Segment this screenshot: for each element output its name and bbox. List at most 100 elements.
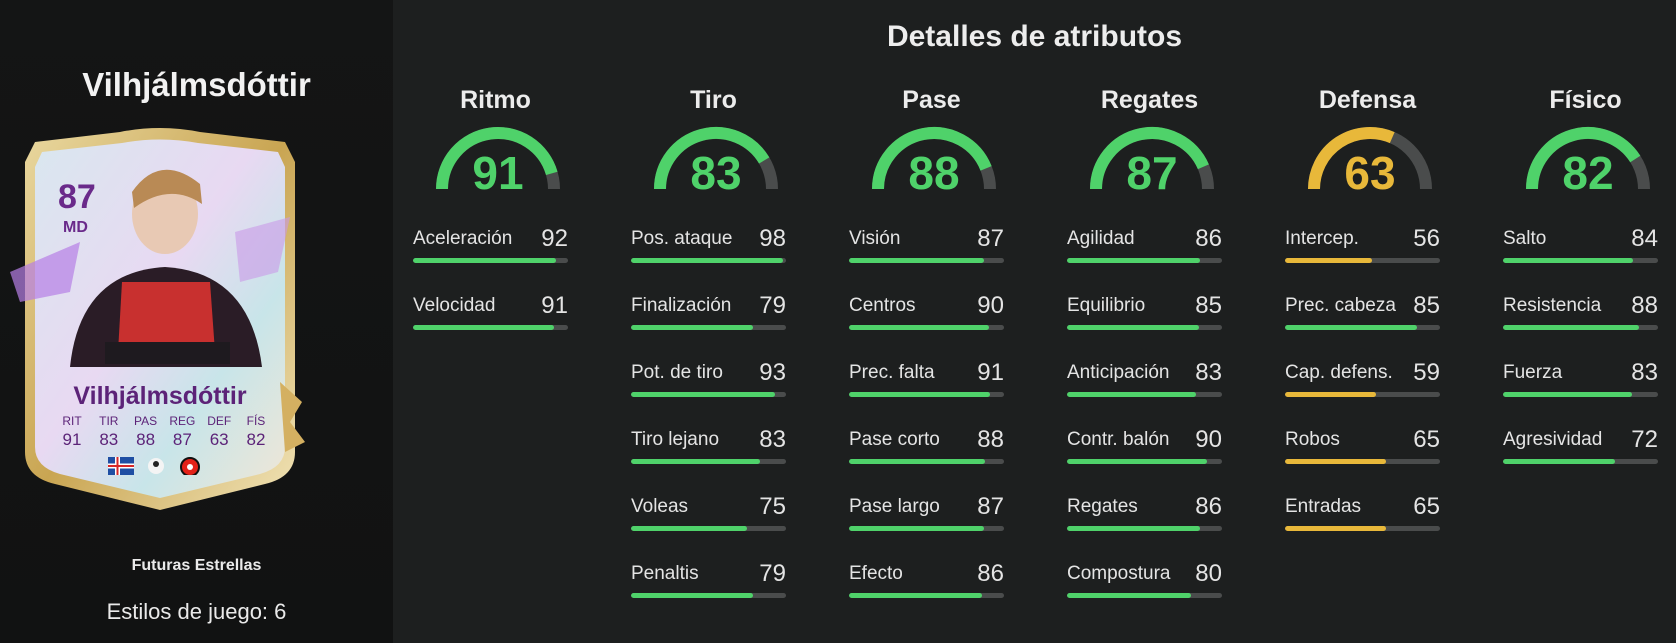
card-stat-label: TIR xyxy=(99,414,119,428)
category-regates: Regates 87 Agilidad 86 Equilibrio 85 Anticipac… xyxy=(1067,86,1237,630)
gauge-arc xyxy=(872,127,996,190)
gauge-fill xyxy=(872,127,992,190)
attribute-label: Prec. cabeza xyxy=(1285,295,1396,316)
attribute-bar-fill xyxy=(849,325,989,330)
attribute-bar xyxy=(849,526,1004,531)
attribute-bar xyxy=(1285,258,1440,263)
attribute-value: 93 xyxy=(759,359,786,386)
attribute-value: 98 xyxy=(759,225,786,252)
attribute-row: Pot. de tiro 93 xyxy=(631,359,801,429)
attribute-bar xyxy=(1067,258,1222,263)
category-gauge: 88 xyxy=(869,122,999,202)
attribute-label: Salto xyxy=(1503,228,1547,249)
attribute-value: 79 xyxy=(759,560,786,587)
iceland-flag-icon xyxy=(108,457,134,475)
attribute-row: Salto 84 xyxy=(1503,225,1673,295)
attribute-bar xyxy=(1067,593,1222,598)
attribute-row: Prec. falta 91 xyxy=(849,359,1019,429)
attribute-row: Tiro lejano 83 xyxy=(631,426,801,496)
attribute-label: Anticipación xyxy=(1067,362,1170,383)
gauge-arc xyxy=(1090,127,1214,190)
category-defensa: Defensa 63 Intercep. 56 Prec. cabeza 85 Cap. d… xyxy=(1285,86,1455,563)
attribute-bar xyxy=(631,459,786,464)
attribute-row: Efecto 86 xyxy=(849,560,1019,630)
attribute-bar-fill xyxy=(1067,593,1191,598)
attribute-row: Fuerza 83 xyxy=(1503,359,1673,429)
attribute-label: Agilidad xyxy=(1067,228,1135,249)
attribute-row: Entradas 65 xyxy=(1285,493,1455,563)
attribute-value: 85 xyxy=(1413,292,1440,319)
attribute-label: Velocidad xyxy=(413,295,496,316)
attribute-value: 72 xyxy=(1631,426,1658,453)
card-stat-value: 87 xyxy=(172,430,192,449)
attribute-bar-fill xyxy=(1285,392,1377,397)
card-stat-labels: RIT TIR PAS REG DEF FÍS xyxy=(54,414,274,428)
attribute-label: Pase corto xyxy=(849,429,940,450)
attribute-value: 83 xyxy=(1631,359,1658,386)
attribute-list: Visión 87 Centros 90 Prec. falta 91 Pase corto… xyxy=(849,225,1019,630)
attribute-list: Aceleración 92 Velocidad 91 xyxy=(413,225,583,362)
attribute-list: Intercep. 56 Prec. cabeza 85 Cap. defens. 59 R… xyxy=(1285,225,1455,563)
category-name: Físico xyxy=(1549,86,1622,114)
attribute-label: Efecto xyxy=(849,563,903,584)
card-stat-value: 83 xyxy=(99,430,119,449)
player-card[interactable]: 87 MD Vilhjálmsdóttir RIT TIR PAS REG DE… xyxy=(10,122,310,512)
attribute-bar xyxy=(1285,325,1440,330)
attribute-bar-fill xyxy=(1285,459,1386,464)
category-ritmo: Ritmo 91 Aceleración 92 Velocidad 91 xyxy=(413,86,583,362)
card-stat-values: 91 83 88 87 63 82 xyxy=(54,430,274,450)
attribute-label: Fuerza xyxy=(1503,362,1563,383)
attribute-bar-fill xyxy=(1285,325,1417,330)
category-gauge: 91 xyxy=(433,122,563,202)
attribute-label: Tiro lejano xyxy=(631,429,720,450)
attributes-title: Detalles de atributos xyxy=(886,20,1183,53)
card-rating: 87 xyxy=(58,178,96,216)
attribute-bar-fill xyxy=(849,258,984,263)
attribute-row: Pos. ataque 98 xyxy=(631,225,801,295)
attribute-bar-fill xyxy=(413,325,555,330)
gauge-fill xyxy=(1526,127,1641,190)
attribute-row: Equilibrio 85 xyxy=(1067,292,1237,362)
attribute-value: 85 xyxy=(1195,292,1222,319)
attribute-value: 87 xyxy=(977,493,1004,520)
attribute-bar-fill xyxy=(849,593,983,598)
category-value: 91 xyxy=(472,147,524,199)
attribute-row: Aceleración 92 xyxy=(413,225,583,295)
attribute-row: Agresividad 72 xyxy=(1503,426,1673,496)
attribute-value: 79 xyxy=(759,292,786,319)
club-crest-icon xyxy=(180,457,200,475)
attribute-value: 65 xyxy=(1413,426,1440,453)
attribute-label: Prec. falta xyxy=(849,362,935,383)
attribute-row: Pase corto 88 xyxy=(849,426,1019,496)
attribute-label: Resistencia xyxy=(1503,295,1602,316)
category-value: 63 xyxy=(1344,147,1396,199)
attribute-bar-fill xyxy=(1503,258,1634,263)
attribute-row: Agilidad 86 xyxy=(1067,225,1237,295)
attribute-bar xyxy=(631,325,786,330)
attribute-value: 83 xyxy=(759,426,786,453)
player-panel: Vilhjálmsdóttir xyxy=(0,0,393,643)
attribute-bar-fill xyxy=(1067,526,1201,531)
attribute-bar-fill xyxy=(631,459,760,464)
attribute-value: 90 xyxy=(1195,426,1222,453)
attribute-bar xyxy=(849,593,1004,598)
attribute-bar xyxy=(1503,459,1658,464)
attribute-bar xyxy=(631,593,786,598)
card-stat-label: PAS xyxy=(134,414,158,428)
attribute-list: Agilidad 86 Equilibrio 85 Anticipación 83 Cont… xyxy=(1067,225,1237,630)
attribute-bar-fill xyxy=(1067,258,1201,263)
attribute-bar xyxy=(849,392,1004,397)
card-stat-label: RIT xyxy=(62,414,82,428)
attribute-row: Pase largo 87 xyxy=(849,493,1019,563)
player-name: Vilhjálmsdóttir xyxy=(82,66,311,103)
attribute-row: Compostura 80 xyxy=(1067,560,1237,630)
attribute-row: Velocidad 91 xyxy=(413,292,583,362)
attribute-value: 86 xyxy=(1195,493,1222,520)
attribute-bar xyxy=(413,325,568,330)
attribute-label: Penaltis xyxy=(631,563,699,584)
attribute-value: 91 xyxy=(541,292,568,319)
attribute-value: 88 xyxy=(1631,292,1658,319)
attribute-label: Centros xyxy=(849,295,916,316)
attribute-bar-fill xyxy=(849,459,986,464)
attribute-bar xyxy=(1067,392,1222,397)
